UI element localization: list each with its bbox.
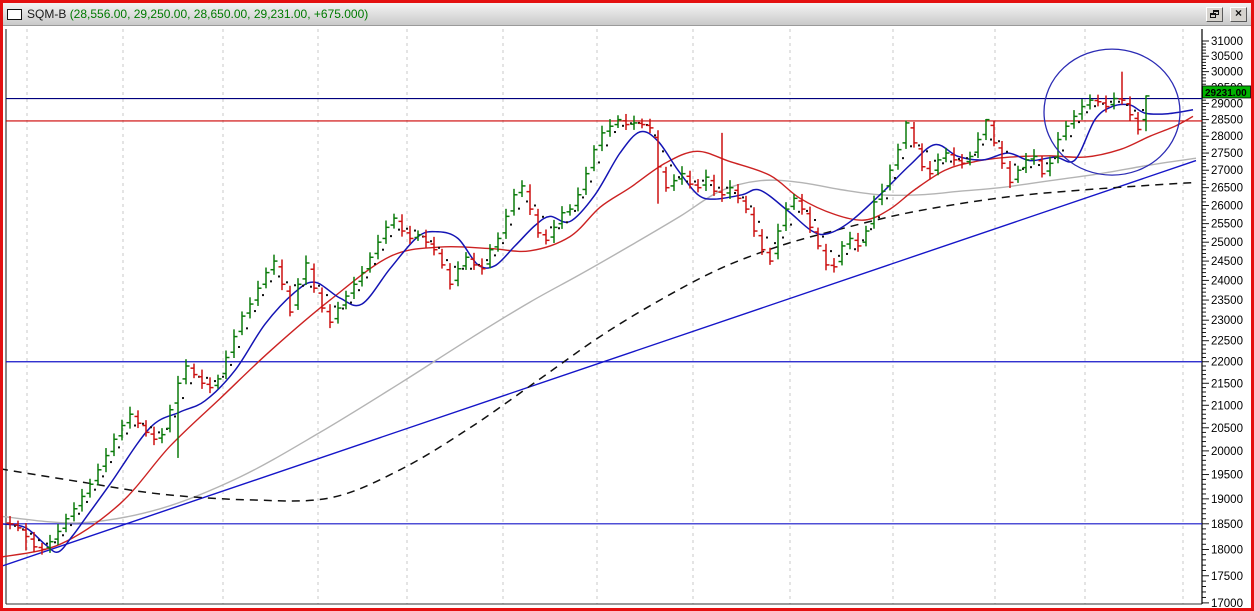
symbol-label: SQM-B	[27, 7, 67, 21]
svg-text:25000: 25000	[1211, 237, 1243, 249]
ma-fast-blue[interactable]	[3, 103, 1194, 553]
chart-window-titlebar[interactable]: SQM-B (28,556.00, 29,250.00, 28,650.00, …	[3, 3, 1251, 26]
svg-text:24500: 24500	[1211, 256, 1243, 268]
y-axis[interactable]: 17000 17500 18000 18500 19000 19500 20000 20500…	[1202, 36, 1243, 608]
trendline[interactable]	[3, 159, 1197, 567]
svg-text:17000: 17000	[1211, 598, 1243, 608]
svg-text:21000: 21000	[1211, 400, 1243, 412]
chart-document-icon	[7, 8, 22, 20]
svg-text:19000: 19000	[1211, 494, 1243, 506]
svg-text:17500: 17500	[1211, 571, 1243, 583]
ma-medium-red[interactable]	[3, 115, 1194, 558]
svg-text:20500: 20500	[1211, 423, 1243, 435]
svg-text:27500: 27500	[1211, 148, 1243, 160]
price-dots	[14, 100, 1144, 545]
close-icon: ×	[1234, 6, 1242, 20]
svg-text:26500: 26500	[1211, 183, 1243, 195]
svg-text:18000: 18000	[1211, 544, 1243, 556]
chart-plot[interactable]: 17000 17500 18000 18500 19000 19500 20000 20500…	[3, 27, 1251, 608]
ma-slow-gray[interactable]	[3, 157, 1197, 524]
svg-text:22000: 22000	[1211, 357, 1243, 369]
svg-text:23500: 23500	[1211, 295, 1243, 307]
chart-window-title: SQM-B (28,556.00, 29,250.00, 28,650.00, …	[27, 7, 368, 21]
svg-text:26000: 26000	[1211, 201, 1243, 213]
svg-text:18500: 18500	[1211, 519, 1243, 531]
price-marker: 29231.00	[1202, 85, 1251, 99]
ma-long-dashed-black[interactable]	[3, 181, 1197, 502]
svg-text:29231.00: 29231.00	[1205, 88, 1247, 99]
svg-text:31000: 31000	[1211, 36, 1243, 48]
restore-icon	[1210, 10, 1219, 18]
svg-text:21500: 21500	[1211, 378, 1243, 390]
ellipse-annotation[interactable]	[1043, 48, 1181, 176]
close-button[interactable]: ×	[1230, 6, 1247, 22]
horizontal-lines[interactable]	[6, 97, 1202, 525]
svg-text:27000: 27000	[1211, 165, 1243, 177]
svg-text:25500: 25500	[1211, 219, 1243, 231]
plot-spines	[5, 29, 1203, 605]
svg-text:28500: 28500	[1211, 115, 1243, 127]
ohlc-values-text: (28,556.00, 29,250.00, 28,650.00, 29,231…	[69, 7, 369, 21]
svg-text:22500: 22500	[1211, 336, 1243, 348]
svg-text:20000: 20000	[1211, 446, 1243, 458]
svg-text:30500: 30500	[1211, 51, 1243, 63]
restore-button[interactable]	[1206, 6, 1223, 22]
price-bars[interactable]	[6, 71, 1150, 555]
svg-text:19500: 19500	[1211, 470, 1243, 482]
svg-text:23000: 23000	[1211, 315, 1243, 327]
svg-text:24000: 24000	[1211, 275, 1243, 287]
x-gridlines	[26, 29, 1184, 604]
svg-text:29000: 29000	[1211, 98, 1243, 110]
svg-text:28000: 28000	[1211, 131, 1243, 143]
svg-text:30000: 30000	[1211, 67, 1243, 79]
